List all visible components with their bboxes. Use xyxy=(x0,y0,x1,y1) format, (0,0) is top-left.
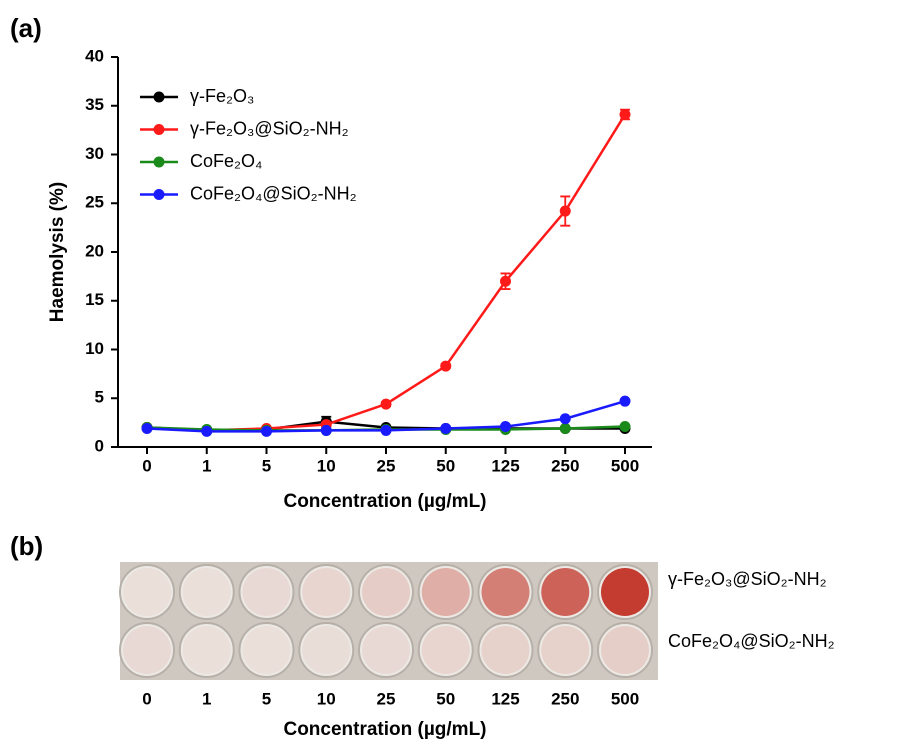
x-tick-label: 500 xyxy=(611,456,639,475)
data-point xyxy=(559,413,571,425)
panel-label: (a) xyxy=(10,13,42,43)
x-tick-label: 500 xyxy=(611,689,639,708)
well-tint xyxy=(182,626,231,674)
well-tint xyxy=(541,626,590,674)
well xyxy=(358,564,414,620)
y-tick-label: 5 xyxy=(95,388,104,407)
well xyxy=(417,622,474,678)
data-point xyxy=(619,109,631,121)
data-point xyxy=(500,421,511,433)
data-point xyxy=(141,422,153,434)
x-tick-label: 5 xyxy=(262,456,271,475)
well-tint xyxy=(302,626,351,674)
well xyxy=(238,564,295,620)
well xyxy=(298,564,355,620)
well-tint xyxy=(242,626,291,674)
data-point xyxy=(559,205,571,217)
well-tint xyxy=(421,626,470,674)
well xyxy=(477,622,534,678)
well-tint xyxy=(123,568,171,616)
x-tick-label: 25 xyxy=(377,456,396,475)
y-tick-label: 10 xyxy=(85,339,104,358)
data-point xyxy=(320,424,332,436)
well xyxy=(119,564,175,620)
legend-label: γ-Fe₂O₃ xyxy=(190,86,254,106)
y-tick-label: 20 xyxy=(85,241,104,260)
well xyxy=(178,622,235,678)
data-point xyxy=(559,422,571,434)
x-tick-label: 5 xyxy=(262,689,271,708)
x-tick-label: 1 xyxy=(202,689,211,708)
data-point xyxy=(619,395,631,407)
y-tick-label: 35 xyxy=(85,95,104,114)
well-tint xyxy=(421,568,470,616)
x-tick-label: 125 xyxy=(491,689,519,708)
well xyxy=(119,622,175,678)
well-tint xyxy=(362,626,410,674)
well-tint xyxy=(242,568,291,616)
panel-label: (b) xyxy=(10,531,43,561)
x-tick-label: 50 xyxy=(436,689,455,708)
legend-label: γ-Fe₂O₃@SiO₂-NH₂ xyxy=(190,118,349,138)
data-point xyxy=(380,424,392,436)
x-tick-label: 0 xyxy=(142,456,151,475)
well xyxy=(537,622,594,678)
x-tick-label: 125 xyxy=(491,456,519,475)
data-point xyxy=(380,398,392,410)
well-tint xyxy=(481,626,530,674)
data-point xyxy=(500,275,511,287)
y-axis-label: Haemolysis (%) xyxy=(47,182,68,322)
well-tint xyxy=(601,626,649,674)
well-tint xyxy=(601,568,649,616)
row-label: CoFe₂O₄@SiO₂-NH₂ xyxy=(668,631,835,651)
well-tint xyxy=(481,568,530,616)
x-tick-label: 0 xyxy=(142,689,151,708)
legend-marker xyxy=(153,156,165,168)
x-tick-label: 10 xyxy=(317,456,336,475)
well-tint xyxy=(182,568,231,616)
x-tick-label: 10 xyxy=(317,689,336,708)
y-tick-label: 0 xyxy=(95,436,104,455)
y-tick-label: 30 xyxy=(85,144,104,163)
well xyxy=(178,564,235,620)
well-tint xyxy=(123,626,171,674)
row-label: γ-Fe₂O₃@SiO₂-NH₂ xyxy=(668,569,827,589)
y-tick-label: 25 xyxy=(85,193,104,212)
legend-label: CoFe₂O₄ xyxy=(190,151,262,171)
well xyxy=(417,564,474,620)
y-tick-label: 40 xyxy=(85,46,104,65)
well xyxy=(298,622,355,678)
legend-label: CoFe₂O₄@SiO₂-NH₂ xyxy=(190,183,357,203)
well xyxy=(238,622,295,678)
x-tick-label: 250 xyxy=(551,689,579,708)
x-axis-label: Concentration (µg/mL) xyxy=(283,719,486,740)
legend-marker xyxy=(153,124,165,135)
data-point xyxy=(201,425,213,437)
x-axis-label: Concentration (µg/mL) xyxy=(283,491,486,512)
well-tint xyxy=(302,568,351,616)
well xyxy=(597,622,653,678)
x-tick-label: 25 xyxy=(377,689,396,708)
legend-marker xyxy=(153,189,165,200)
data-point xyxy=(440,360,452,372)
data-point xyxy=(440,422,452,434)
y-tick-label: 15 xyxy=(85,290,104,309)
x-tick-label: 250 xyxy=(551,456,579,475)
data-point xyxy=(261,425,272,437)
well-tint xyxy=(541,568,590,616)
well xyxy=(358,622,414,678)
well-tint xyxy=(362,568,410,616)
data-point xyxy=(619,421,631,433)
x-tick-label: 50 xyxy=(436,456,455,475)
legend-marker xyxy=(153,91,165,103)
x-tick-label: 1 xyxy=(202,456,211,475)
